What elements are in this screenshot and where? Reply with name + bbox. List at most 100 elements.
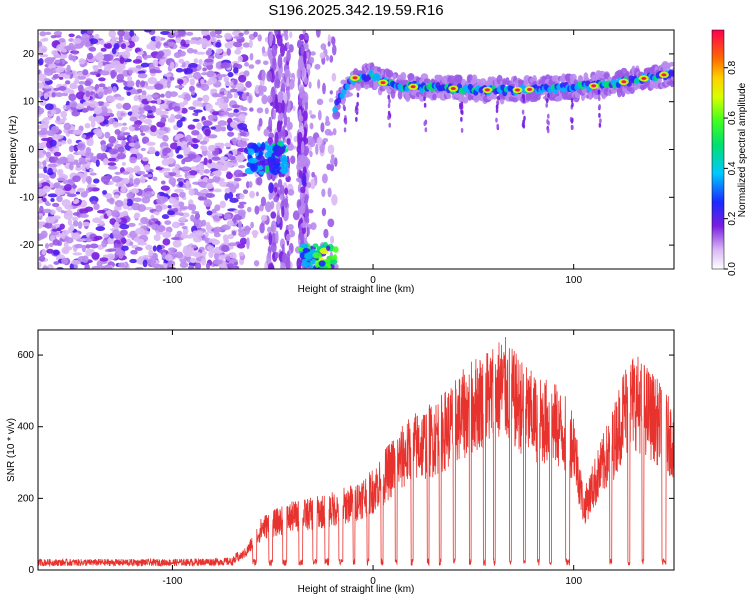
spectrogram-noise-cell	[165, 254, 173, 261]
spectrogram-noise-cell	[227, 242, 238, 247]
spectrogram-noise-cell	[78, 81, 86, 85]
spectrogram-noise-cell	[216, 97, 224, 104]
spectrogram-ridge-streak	[387, 94, 391, 100]
spectrogram-noise-cell	[180, 107, 188, 114]
spectrogram-noise-cell	[193, 251, 202, 258]
spectrogram-noise-cell	[177, 94, 185, 99]
spectrogram-noise-cell	[186, 74, 194, 78]
spectrogram-noise-cell	[194, 262, 202, 269]
spectrogram-noise-cell	[179, 261, 189, 268]
spectrogram-noise-cell	[38, 45, 48, 54]
spectrogram-noise-cell	[213, 163, 223, 170]
spectrogram-noise-cell	[140, 132, 146, 136]
spectrogram-noise-cell	[329, 90, 333, 95]
spectrogram-noise-cell	[176, 230, 183, 236]
spectrogram-streak-cell	[270, 200, 275, 210]
spectrogram-low-blob-cell	[264, 164, 270, 174]
spectrogram-noise-cell	[86, 139, 94, 147]
spectrogram-noise-cell	[104, 131, 111, 139]
spectrogram-noise-cell	[286, 143, 294, 151]
spectrogram-noise-cell	[174, 114, 183, 120]
spectrogram-noise-cell	[143, 187, 154, 193]
spectrogram-streak-cell	[273, 195, 279, 203]
spectrogram-noise-cell	[199, 167, 204, 176]
spectrogram-noise-cell	[199, 140, 208, 145]
spectrogram-noise-cell	[221, 244, 230, 253]
spectrogram-bottom-blob-cell	[314, 261, 320, 268]
spectrogram-noise-cell	[52, 249, 60, 256]
spectrogram-noise-cell	[122, 122, 127, 126]
spectrogram-noise-cell	[65, 209, 73, 217]
spectrogram-noise-cell	[113, 194, 120, 199]
spectrogram-noise-cell	[74, 243, 84, 249]
spectrogram-low-blob-cell	[270, 154, 276, 164]
spectrogram-noise-cell	[121, 126, 126, 133]
spectrogram-noise-cell	[246, 206, 252, 213]
spectrogram-noise-cell	[84, 39, 91, 48]
spectrogram-noise-cell	[249, 52, 254, 61]
spectrogram-noise-cell	[314, 63, 321, 70]
spectrogram-noise-cell	[238, 74, 247, 83]
spectrogram-noise-cell	[78, 58, 86, 65]
spectrogram-noise-cell	[102, 158, 109, 166]
spectrogram-noise-cell	[204, 231, 209, 238]
spectrogram-noise-cell	[100, 47, 107, 52]
spectrogram-noise-cell	[72, 212, 81, 216]
spectrogram-noise-cell	[125, 168, 133, 173]
snr-plot-area	[38, 336, 674, 568]
spectrogram-noise-cell	[242, 189, 249, 195]
spectrogram-ridge-streak	[387, 114, 390, 120]
spectrogram-noise-cell	[308, 81, 312, 89]
spectrogram-streak-cell	[276, 214, 281, 225]
spectrogram-bottom-blob-cell	[304, 252, 314, 260]
spectrogram-noise-cell	[210, 126, 217, 130]
spectrogram-noise-cell	[320, 43, 327, 51]
spectrogram-low-blob-cell	[279, 161, 289, 169]
spectrogram-noise-cell	[122, 210, 129, 217]
spectrogram-noise-cell	[328, 97, 334, 103]
spectrogram-noise-cell	[60, 48, 68, 53]
spectrogram-noise-cell	[145, 85, 156, 90]
spectrogram-ridge-halo	[405, 90, 411, 98]
spectrogram-noise-cell	[238, 252, 245, 257]
spectrogram-noise-cell	[260, 196, 267, 207]
spectrogram-ridge-streak	[598, 122, 602, 128]
spectrogram-noise-cell	[99, 70, 110, 76]
spectrogram-noise-cell	[234, 177, 242, 182]
spectrogram-noise-cell	[321, 207, 327, 217]
snr-xtick-label: 100	[565, 576, 582, 587]
spectrogram-noise-cell	[143, 55, 148, 60]
spectrogram-noise-cell	[160, 30, 171, 35]
spectrogram-ridge-halo	[446, 94, 452, 99]
spectrogram-streak-cell	[301, 172, 307, 187]
spectrogram-noise-cell	[92, 217, 102, 224]
spectrogram-noise-cell	[155, 54, 163, 59]
spectrogram-noise-cell	[43, 174, 50, 181]
spectrogram-noise-cell	[117, 146, 125, 153]
spectrogram-noise-cell	[238, 113, 246, 122]
spectrogram-noise-cell	[322, 82, 326, 95]
spectrogram-noise-cell	[275, 201, 281, 213]
spectrogram-noise-cell	[331, 72, 337, 82]
spectrogram-noise-cell	[215, 48, 223, 54]
spectrogram-noise-cell	[211, 239, 221, 245]
spectrogram-streak-cell	[270, 242, 277, 254]
spectrogram-noise-cell	[189, 78, 195, 86]
spectrogram-noise-cell	[90, 200, 98, 205]
spectrogram-noise-cell	[221, 156, 229, 161]
spectrogram-noise-cell	[206, 70, 215, 78]
spectrogram-noise-cell	[327, 218, 335, 228]
spectrogram-noise-cell	[102, 190, 108, 195]
spectrogram-noise-cell	[183, 99, 189, 106]
spectrogram-noise-cell	[126, 198, 133, 207]
spectrogram-noise-cell	[261, 46, 266, 54]
spectrogram-noise-cell	[56, 177, 66, 182]
spectrogram-noise-cell	[146, 115, 155, 119]
spectrogram-noise-cell	[78, 157, 86, 163]
spectrogram-noise-cell	[239, 193, 245, 200]
spectrogram-noise-cell	[197, 97, 203, 102]
spectrogram-noise-cell	[55, 134, 64, 139]
spectrogram-noise-cell	[180, 232, 188, 239]
spectrogram-noise-cell	[191, 230, 200, 238]
spectrogram-noise-cell	[131, 105, 139, 111]
